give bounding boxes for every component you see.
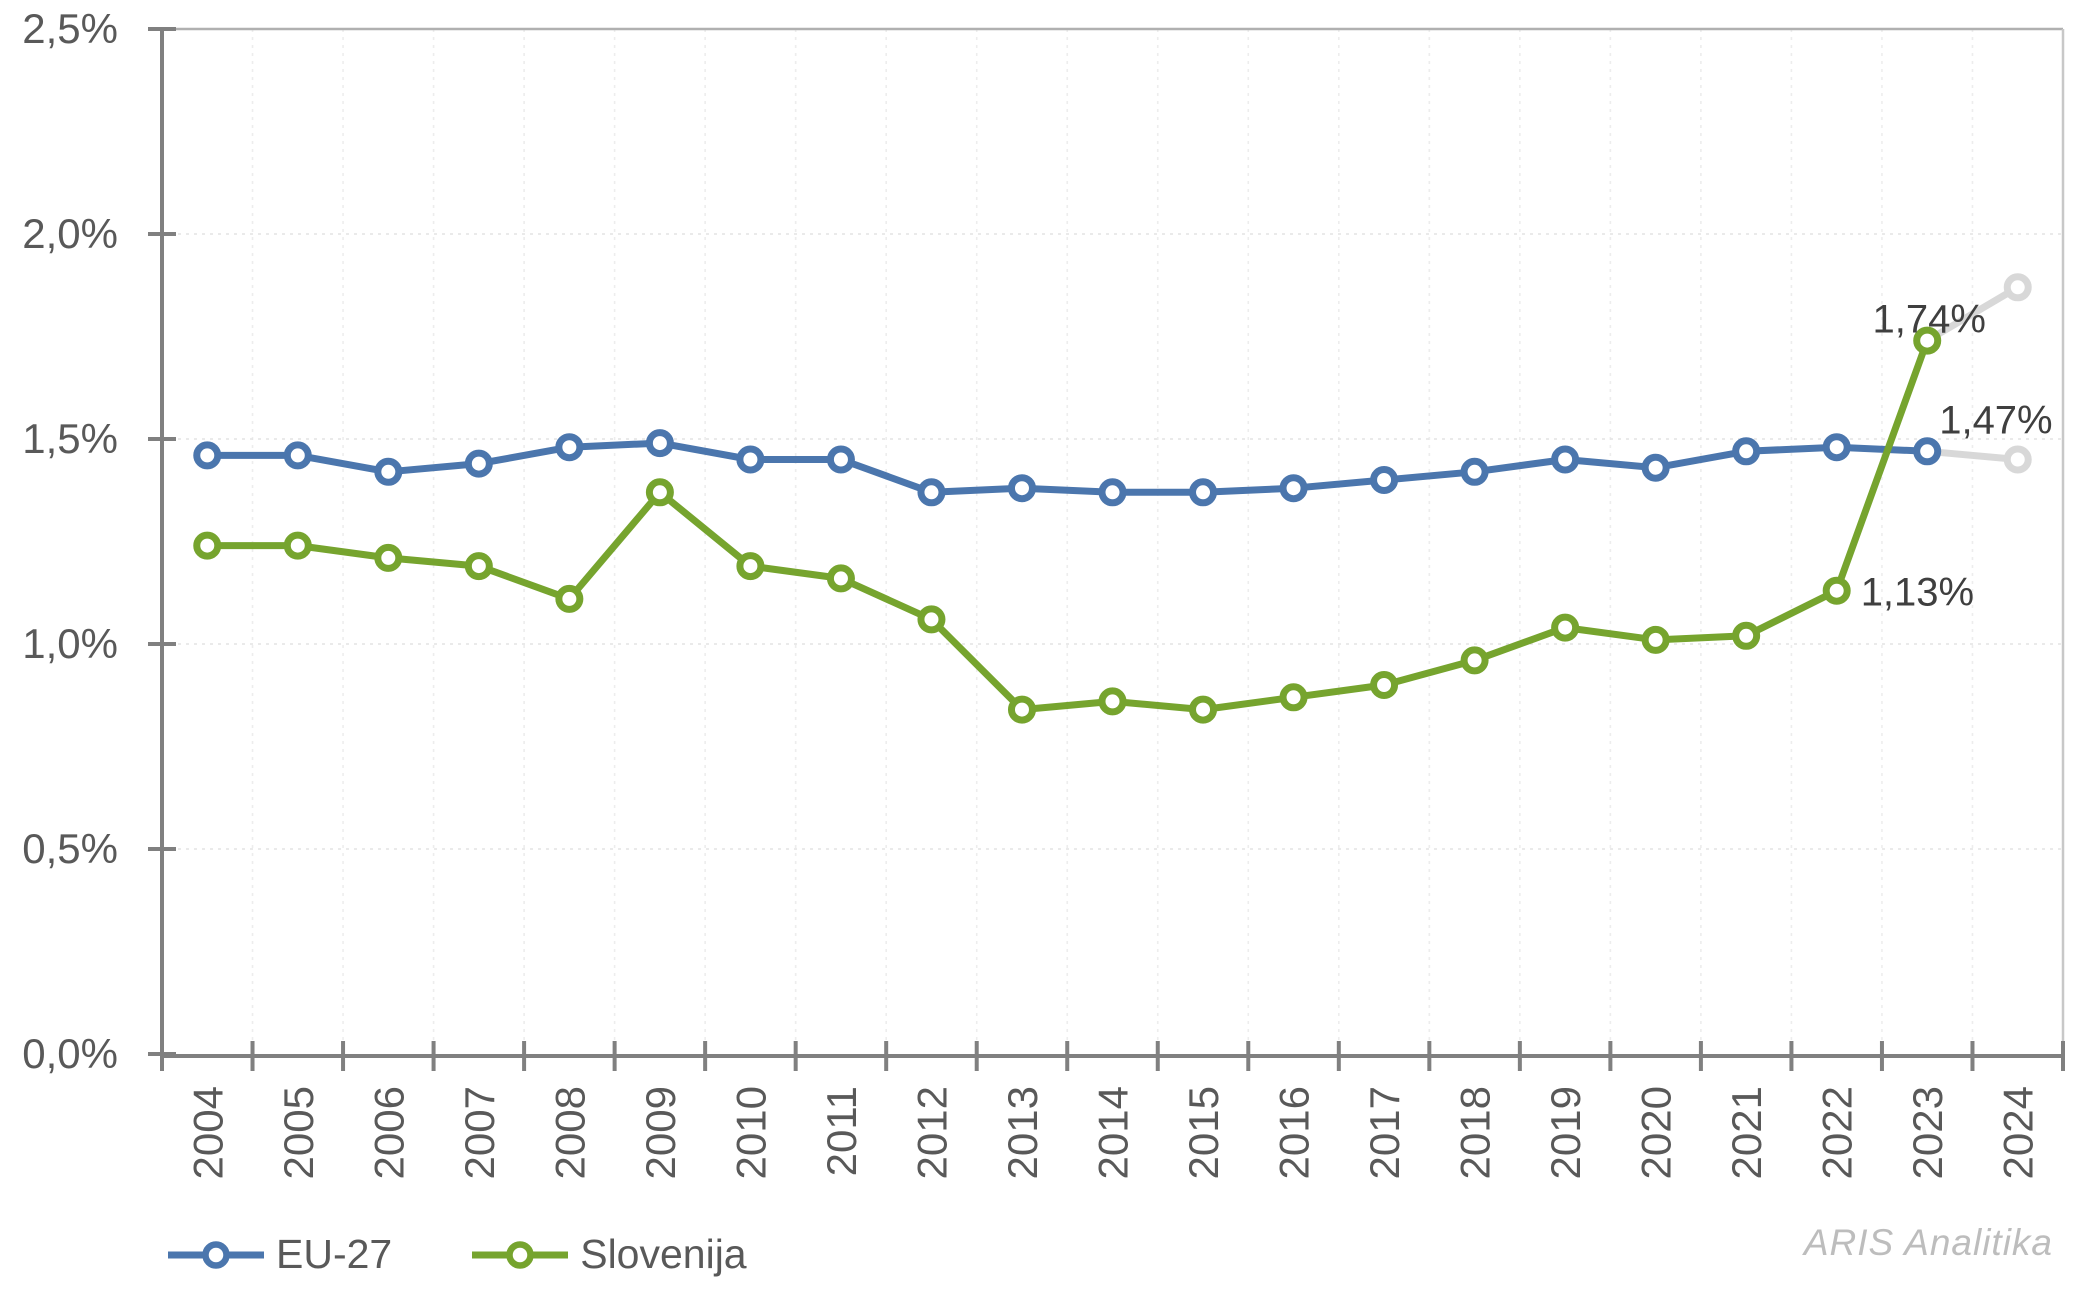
series-slovenija-line [203, 283, 2022, 714]
svg-text:2015: 2015 [1180, 1086, 1227, 1179]
svg-text:2009: 2009 [637, 1086, 684, 1179]
series-eu-27-markers [193, 429, 2032, 507]
data-point-marker [1189, 695, 1218, 724]
x-axis-labels: 2004 2005 2006 2007 2008 2009 2010 2011 2012 2013… [184, 1086, 2041, 1179]
svg-text:0,5%: 0,5% [22, 825, 118, 872]
legend-label: EU-27 [276, 1231, 393, 1277]
data-label: 1,74% [1873, 298, 1986, 342]
data-point-marker [374, 457, 403, 486]
data-point-marker [2003, 445, 2032, 474]
data-point-marker [1370, 671, 1399, 699]
svg-text:2011: 2011 [818, 1086, 865, 1176]
legend-swatch-line-marker-icon [472, 1240, 569, 1269]
data-point-marker [1641, 453, 1670, 482]
data-labels: 1,74% 1,47% 1,13% [1861, 298, 2053, 615]
svg-text:2024: 2024 [1995, 1086, 2042, 1179]
data-point-marker [1822, 433, 1851, 462]
data-point-marker [283, 531, 312, 560]
data-point-marker [1279, 474, 1308, 503]
data-point-marker [193, 531, 222, 560]
data-point-marker [1551, 613, 1580, 642]
legend-item-eu27: EU-27 [166, 1234, 392, 1275]
data-point-marker [1641, 625, 1670, 654]
svg-text:1,5%: 1,5% [22, 415, 118, 462]
horizontal-gridlines [162, 233, 2063, 850]
data-point-marker [555, 433, 584, 462]
data-point-marker [1007, 474, 1036, 503]
svg-text:2,5%: 2,5% [22, 5, 118, 52]
data-point-marker [645, 429, 674, 458]
data-point-marker [826, 564, 855, 593]
series-eu-27-line [203, 439, 2022, 496]
svg-text:2020: 2020 [1633, 1086, 1680, 1179]
data-point-marker [1007, 695, 1036, 724]
svg-text:2005: 2005 [275, 1086, 322, 1179]
data-point-marker [1370, 466, 1399, 494]
svg-text:2013: 2013 [999, 1086, 1046, 1179]
x-axis-ticks [160, 1041, 2065, 1071]
y-axis-labels: 0,0% 0,5% 1,0% 1,5% 2,0% 2,5% [22, 5, 118, 1077]
svg-text:2006: 2006 [365, 1086, 412, 1179]
svg-text:2007: 2007 [456, 1086, 503, 1179]
data-point-marker [464, 552, 493, 581]
data-label: 1,47% [1939, 398, 2052, 442]
data-point-marker [736, 445, 765, 474]
svg-text:2023: 2023 [1904, 1086, 1951, 1179]
data-point-marker [645, 478, 674, 507]
data-point-marker [374, 543, 403, 572]
svg-text:2016: 2016 [1271, 1086, 1318, 1179]
data-point-marker [283, 441, 312, 470]
series-slovenija-markers [193, 273, 2032, 724]
data-point-marker [464, 449, 493, 478]
data-point-marker [193, 441, 222, 470]
data-point-marker [1460, 457, 1489, 486]
data-point-marker [1189, 478, 1218, 507]
svg-text:2018: 2018 [1452, 1086, 1499, 1179]
data-point-marker [1098, 478, 1127, 507]
svg-text:2017: 2017 [1361, 1086, 1408, 1179]
legend-swatch-line-marker-icon [168, 1240, 264, 1269]
data-point-marker [1279, 683, 1308, 712]
svg-text:1,0%: 1,0% [22, 620, 118, 667]
svg-text:2004: 2004 [184, 1086, 231, 1179]
svg-text:0,0%: 0,0% [22, 1030, 118, 1077]
data-label: 1,13% [1861, 571, 1974, 615]
svg-text:2008: 2008 [546, 1086, 593, 1179]
svg-text:2021: 2021 [1723, 1086, 1770, 1179]
y-axis-ticks [148, 27, 176, 1056]
data-point-marker [1098, 687, 1127, 716]
data-point-marker [1913, 437, 1942, 466]
legend-label: Slovenija [580, 1231, 747, 1277]
svg-text:2010: 2010 [727, 1086, 774, 1179]
data-point-marker [736, 552, 765, 581]
svg-text:2012: 2012 [908, 1086, 955, 1179]
data-point-marker [917, 605, 946, 634]
data-point-marker [1732, 621, 1761, 650]
svg-text:2019: 2019 [1542, 1086, 1589, 1179]
data-point-marker [1460, 646, 1489, 675]
watermark-aris-analitika: ARIS Analitika [1803, 1222, 2053, 1263]
data-point-marker [555, 584, 584, 613]
svg-text:2,0%: 2,0% [22, 210, 118, 257]
chart-legend: EU-27 Slovenija [166, 1234, 747, 1275]
svg-text:2014: 2014 [1090, 1086, 1137, 1179]
legend-item-slovenija: Slovenija [470, 1231, 747, 1277]
data-point-marker [826, 445, 855, 474]
data-point-marker [1551, 445, 1580, 474]
data-point-marker [2003, 273, 2032, 302]
data-point-marker [917, 478, 946, 507]
data-point-marker [1913, 326, 1942, 355]
vertical-gridlines [251, 29, 1974, 1054]
data-point-marker [1822, 576, 1851, 605]
data-point-marker [1732, 437, 1761, 466]
svg-text:2022: 2022 [1814, 1086, 1861, 1179]
